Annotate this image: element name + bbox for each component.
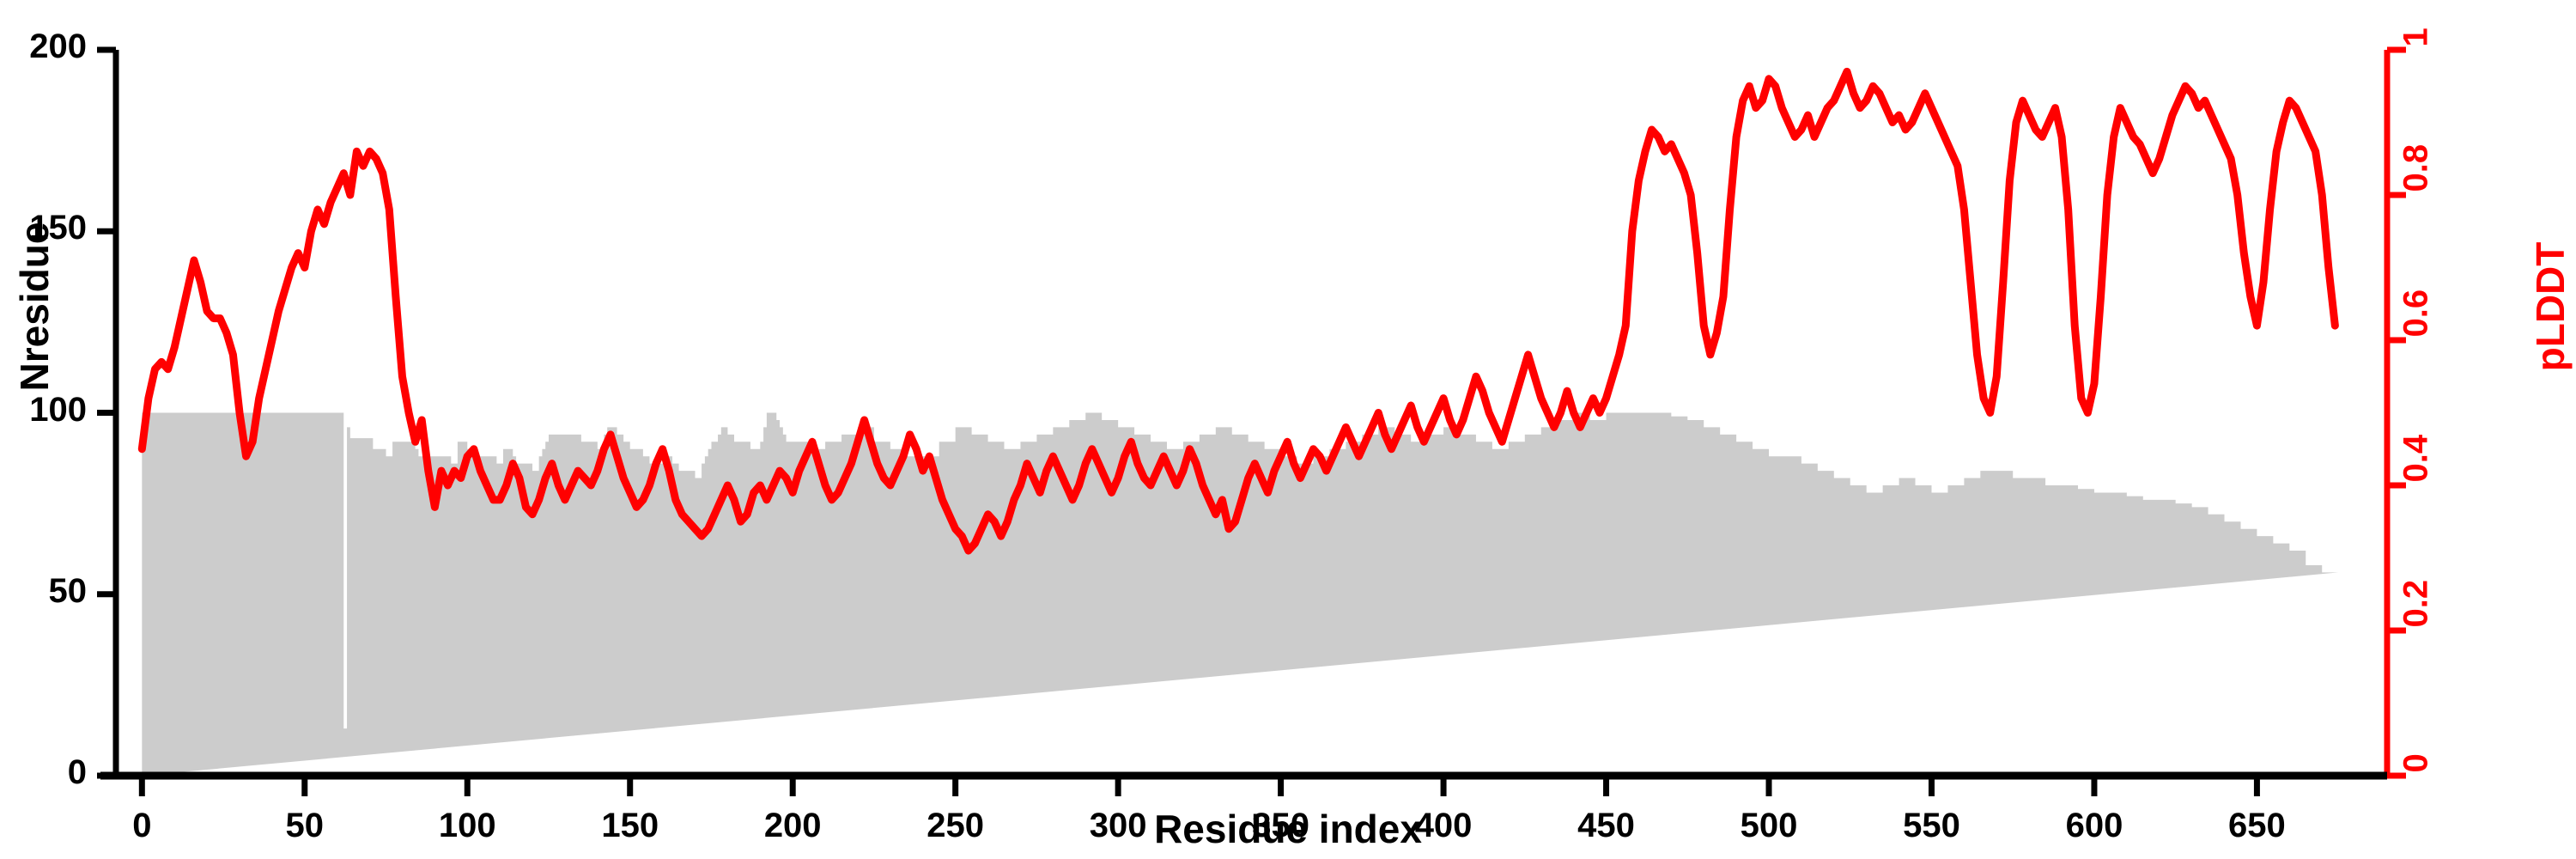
y-tick-label-right: 0.8 <box>2397 143 2435 192</box>
y-tick-label-right: 0 <box>2397 753 2435 773</box>
x-axis-title: Residue index <box>1154 807 1422 851</box>
x-tick-label: 0 <box>132 807 152 844</box>
y-tick-label-left: 200 <box>29 27 87 65</box>
x-tick-label: 50 <box>285 807 325 844</box>
nresidue-bars <box>142 412 2339 776</box>
x-tick-label: 500 <box>1740 807 1798 844</box>
x-tick-label: 300 <box>1089 807 1147 844</box>
y-tick-label-left: 0 <box>67 753 87 791</box>
y-tick-label-left: 150 <box>29 209 87 247</box>
x-axis <box>100 771 2387 796</box>
y-tick-label-right: 0.2 <box>2397 579 2435 628</box>
x-tick-label: 450 <box>1577 807 1635 844</box>
x-tick-label: 350 <box>1252 807 1309 844</box>
left-axis <box>97 46 119 779</box>
x-tick-label: 150 <box>601 807 659 844</box>
y-tick-label-right: 0.6 <box>2397 289 2435 338</box>
x-tick-label: 250 <box>927 807 985 844</box>
x-tick-label: 100 <box>438 807 496 844</box>
x-tick-label: 650 <box>2228 807 2286 844</box>
right-axis <box>2384 46 2406 779</box>
y-tick-label-left: 100 <box>29 390 87 429</box>
plddt-line <box>137 67 2339 555</box>
x-tick-label: 550 <box>1903 807 1960 844</box>
y-tick-label-right: 1 <box>2397 27 2435 47</box>
y-tick-label-right: 0.4 <box>2397 434 2435 483</box>
y-tick-label-left: 50 <box>48 571 88 610</box>
x-tick-label: 400 <box>1414 807 1473 844</box>
x-tick-label: 200 <box>763 807 822 844</box>
x-tick-label: 600 <box>2065 807 2123 844</box>
